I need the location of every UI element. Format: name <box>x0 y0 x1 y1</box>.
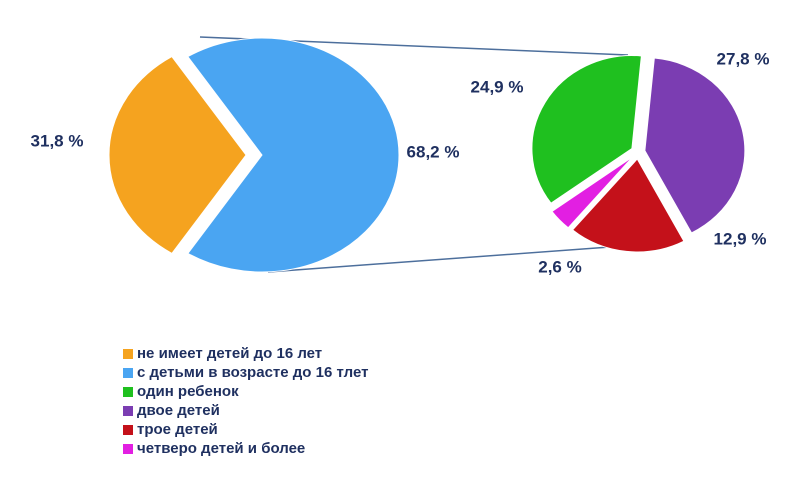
legend-label: четверо детей и более <box>137 440 305 457</box>
pie-slice <box>531 55 642 204</box>
pie-slice <box>108 55 247 255</box>
pie-slice <box>644 57 746 234</box>
legend-swatch <box>123 387 133 397</box>
legend-label: с детьми в возрасте до 16 тлет <box>137 364 368 381</box>
legend-swatch <box>123 444 133 454</box>
legend-label: не имеет детей до 16 лет <box>137 345 322 362</box>
pie-slice <box>551 156 634 229</box>
legend-swatch <box>123 406 133 416</box>
pie-slice <box>571 158 685 253</box>
connector-line <box>267 246 611 273</box>
pie-slice <box>187 37 400 273</box>
value-label: 27,8 % <box>717 49 770 68</box>
legend-swatch <box>123 368 133 378</box>
legend-label: один ребенок <box>137 383 239 400</box>
value-label: 31,8 % <box>31 131 84 150</box>
value-label: 68,2 % <box>407 142 460 161</box>
legend-swatch <box>123 425 133 435</box>
value-label: 2,6 % <box>538 257 581 276</box>
legend-swatch <box>123 349 133 359</box>
legend-label: трое детей <box>137 421 218 438</box>
legend-label: двое детей <box>137 402 220 419</box>
value-label: 12,9 % <box>714 229 767 248</box>
value-label: 24,9 % <box>471 77 524 96</box>
